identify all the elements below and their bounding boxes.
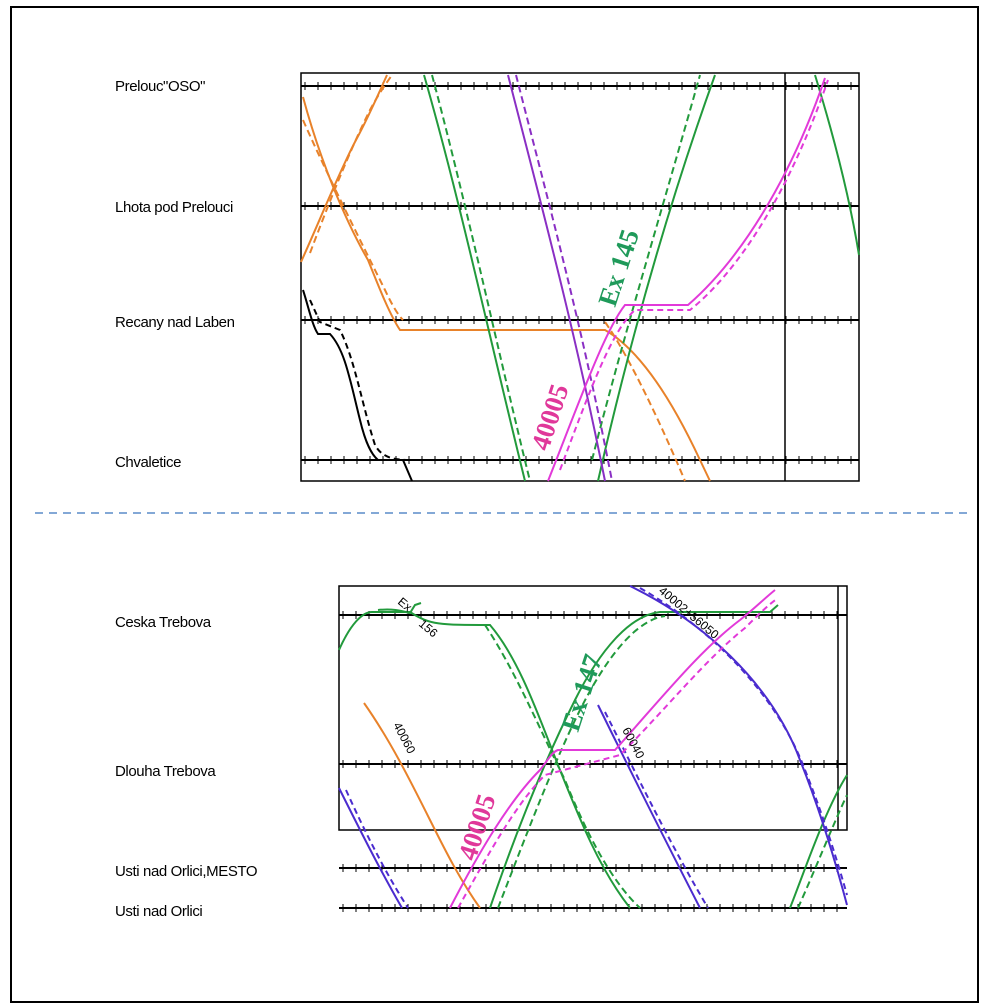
bottom-ex-short-label: Ex	[395, 595, 415, 615]
top-tick-marks	[304, 82, 852, 464]
station-prelouc: Prelouc"OSO"	[115, 78, 205, 95]
top-train-paths	[300, 74, 860, 482]
station-recany: Recany nad Laben	[115, 314, 235, 331]
station-usti: Usti nad Orlici	[115, 903, 202, 920]
top-plot-border	[300, 72, 860, 482]
station-usti-mesto: Usti nad Orlici,MESTO	[115, 863, 257, 880]
top-diagram: Prelouc"OSO" Lhota pod Prelouci Recany n…	[115, 72, 860, 482]
station-ceska-trebova: Ceska Trebova	[115, 614, 212, 631]
bottom-diagram: Ceska Trebova Dlouha Trebova Usti nad Or…	[115, 584, 848, 920]
station-dlouha-trebova: Dlouha Trebova	[115, 763, 216, 780]
bottom-tick-marks	[342, 611, 838, 912]
bottom-train-paths	[338, 585, 848, 909]
bottom-plot-border	[338, 585, 848, 831]
station-chvaletice: Chvaletice	[115, 454, 181, 471]
bottom-station-lines	[339, 614, 847, 909]
station-lhota: Lhota pod Prelouci	[115, 199, 233, 216]
